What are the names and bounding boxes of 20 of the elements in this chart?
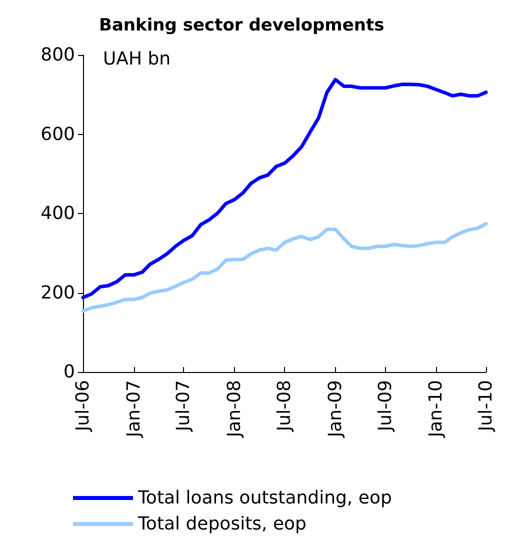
x-tick-label: Jul-09 xyxy=(374,380,396,432)
y-tick-label: 600 xyxy=(40,124,75,145)
y-axis-title: UAH bn xyxy=(103,48,171,70)
legend-label: Total loans outstanding, eop xyxy=(137,488,392,508)
x-tick-label: Jan-10 xyxy=(426,380,447,438)
y-tick-label: 0 xyxy=(64,362,75,382)
y-tick-label: 800 xyxy=(40,44,75,66)
x-tick-label: Jan-07 xyxy=(123,380,144,438)
line-series xyxy=(81,222,488,313)
x-tick-label: Jul-10 xyxy=(476,380,496,432)
chart-title: Banking sector developments xyxy=(99,16,384,36)
x-tick-label: Jul-06 xyxy=(72,380,94,432)
x-tick-label: Jul-08 xyxy=(274,380,296,432)
y-tick-label: 400 xyxy=(40,203,75,224)
x-tick-label: Jan-08 xyxy=(224,380,245,438)
line-series xyxy=(81,78,488,300)
y-tick-label: 200 xyxy=(40,282,75,304)
x-tick-label: Jul-07 xyxy=(173,380,194,432)
x-tick-label: Jan-09 xyxy=(324,380,346,438)
legend-label: Total deposits, eop xyxy=(137,514,306,534)
